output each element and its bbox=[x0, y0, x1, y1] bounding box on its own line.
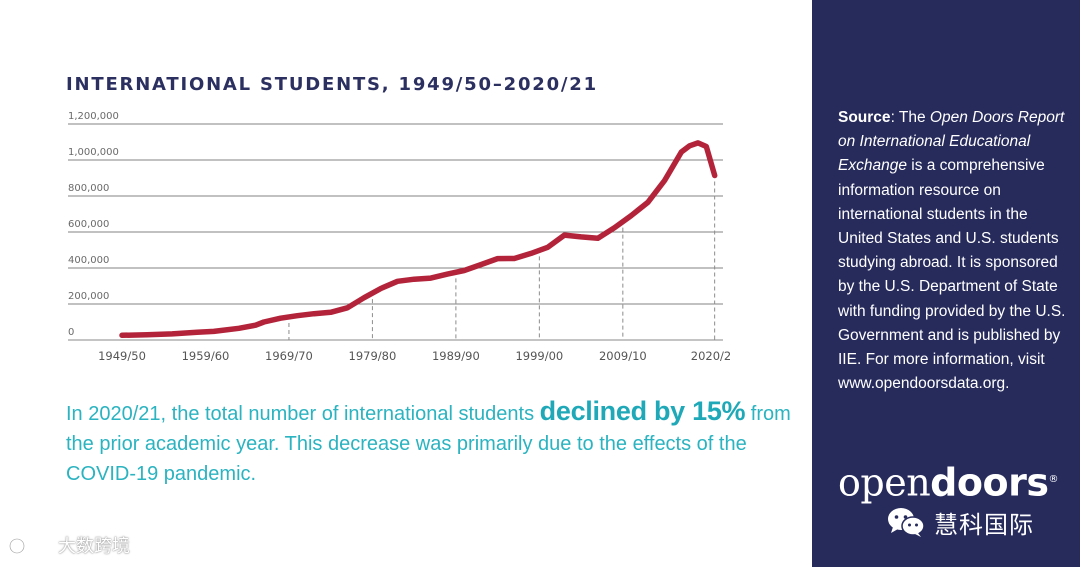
watermark: 大数跨境 bbox=[8, 532, 130, 558]
summary-text: In 2020/21, the total number of internat… bbox=[66, 396, 796, 489]
x-tick-label: 1949/50 bbox=[98, 349, 146, 363]
x-tick-label: 1989/90 bbox=[432, 349, 480, 363]
source-sidebar: Source: The Open Doors Report on Interna… bbox=[812, 0, 1080, 567]
y-tick-label: 600,000 bbox=[68, 219, 109, 230]
y-tick-label: 400,000 bbox=[68, 255, 109, 266]
logo-doors: doors bbox=[930, 460, 1049, 505]
source-pre: : The bbox=[890, 109, 930, 126]
x-tick-label: 2009/10 bbox=[599, 349, 647, 363]
watermark-text: 大数跨境 bbox=[58, 536, 130, 557]
y-tick-label: 800,000 bbox=[68, 183, 109, 194]
source-report-name: Open Doors Report on International Educa… bbox=[838, 109, 1065, 175]
logo-subline: 慧科国际 bbox=[838, 505, 1074, 540]
summary-emphasis: declined by 15% bbox=[539, 396, 746, 426]
opendoors-logo: opendoors® 慧科国际 bbox=[838, 458, 1074, 540]
x-tick-label: 1979/80 bbox=[349, 349, 397, 363]
summary-rest: from the prior academic year. This decre… bbox=[66, 403, 791, 485]
y-tick-label: 1,000,000 bbox=[68, 147, 119, 158]
x-tick-label: 1969/70 bbox=[265, 349, 313, 363]
y-tick-label: 200,000 bbox=[68, 291, 109, 302]
summary-lead: In 2020/21, the total number of internat… bbox=[66, 403, 540, 425]
y-tick-label: 1,200,000 bbox=[68, 111, 119, 122]
source-description: is a comprehensive information resource … bbox=[838, 157, 1066, 393]
source-label: Source bbox=[838, 109, 891, 126]
y-tick-label: 0 bbox=[68, 327, 74, 338]
x-tick-label: 2020/21 bbox=[691, 349, 730, 363]
chart-title: INTERNATIONAL STUDENTS, 1949/50–2020/21 bbox=[66, 74, 598, 95]
source-text: Source: The Open Doors Report on Interna… bbox=[838, 106, 1068, 396]
opendoors-wordmark: opendoors® bbox=[838, 458, 1074, 505]
watermark-logo-icon bbox=[9, 536, 46, 554]
wechat-icon bbox=[888, 508, 925, 538]
x-tick-label: 1999/00 bbox=[515, 349, 563, 363]
series-line bbox=[119, 140, 718, 339]
x-tick-label: 1959/60 bbox=[182, 349, 230, 363]
registered-mark: ® bbox=[1048, 474, 1058, 485]
logo-chinese-name: 慧科国际 bbox=[934, 510, 1034, 539]
main-panel: INTERNATIONAL STUDENTS, 1949/50–2020/21 … bbox=[8, 74, 796, 558]
line-chart: 0 200,000 400,000 600,000 800,000 1,000,000 1,… bbox=[68, 111, 730, 363]
logo-open: open bbox=[838, 460, 931, 505]
